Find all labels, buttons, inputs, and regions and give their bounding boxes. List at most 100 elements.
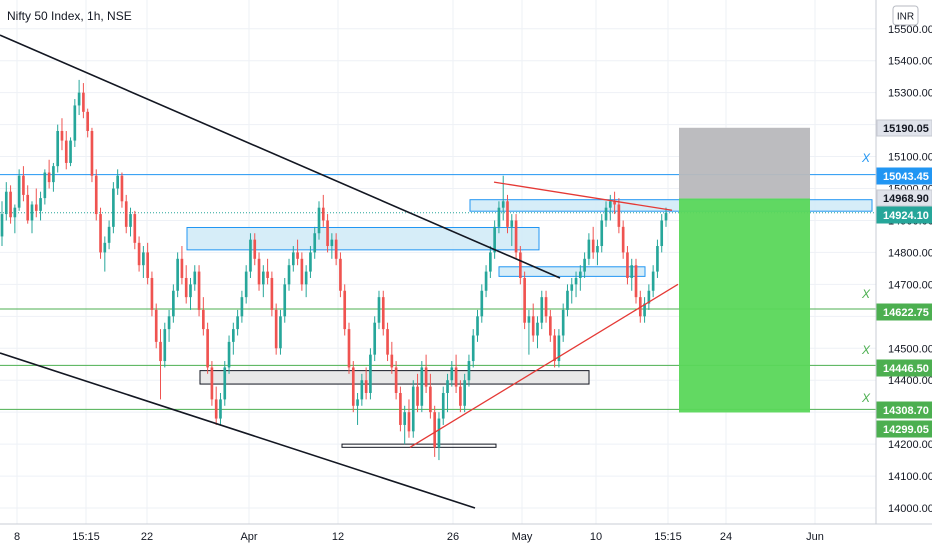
candle-body-130 xyxy=(557,335,561,362)
candle-93 xyxy=(399,386,402,432)
candle-0 xyxy=(0,201,4,247)
candle-body-62 xyxy=(266,271,269,278)
candle-86 xyxy=(369,348,372,400)
candle-body-76 xyxy=(326,220,329,247)
candle-152 xyxy=(651,265,655,298)
candle-67 xyxy=(287,258,291,291)
candle-body-17 xyxy=(73,105,77,141)
candle-body-56 xyxy=(240,297,244,317)
price-tag-bg-2 xyxy=(876,189,932,207)
candle-15 xyxy=(64,131,68,170)
candle-body-145 xyxy=(621,226,625,253)
trendlines[interactable] xyxy=(0,34,679,509)
candle-3 xyxy=(13,204,17,234)
time-tick-8: 15:15 xyxy=(654,531,682,543)
candle-101 xyxy=(433,405,436,457)
price-tag-3: 14924.10 xyxy=(876,206,932,224)
candle-body-87 xyxy=(373,322,377,355)
price-tag-bg-0 xyxy=(876,119,932,137)
candle-body-139 xyxy=(596,246,599,253)
candle-75 xyxy=(321,194,325,227)
candle-112 xyxy=(480,284,484,323)
candle-body-50 xyxy=(214,399,218,419)
candle-39 xyxy=(167,309,171,342)
zone-3 xyxy=(199,370,590,385)
candle-body-52 xyxy=(223,367,227,400)
candle-body-45 xyxy=(193,271,197,285)
candle-115 xyxy=(493,220,496,259)
candle-body-131 xyxy=(561,309,565,336)
candle-134 xyxy=(574,271,578,298)
price-tag-1: 15043.45 xyxy=(876,167,932,185)
candle-62 xyxy=(266,258,269,285)
price-tag-label-0: 15190.05 xyxy=(883,123,929,135)
candle-109 xyxy=(467,354,471,387)
candle-body-19 xyxy=(82,92,85,112)
candle-37 xyxy=(159,329,162,400)
candle-138 xyxy=(591,226,595,259)
candle-body-72 xyxy=(309,252,312,272)
candle-82 xyxy=(351,361,355,413)
candle-122 xyxy=(523,271,526,330)
candle-body-27 xyxy=(116,175,119,189)
candle-56 xyxy=(240,290,244,323)
candle-body-30 xyxy=(129,214,132,227)
zone-2 xyxy=(469,199,873,212)
candle-31 xyxy=(133,210,137,250)
candle-body-142 xyxy=(608,201,612,208)
currency-button[interactable]: INR xyxy=(892,5,919,26)
candle-116 xyxy=(497,201,501,234)
candle-140 xyxy=(600,214,604,253)
price-tag-bg-7 xyxy=(876,420,932,438)
candle-22 xyxy=(94,169,98,221)
price-tick-13: 15300.00 xyxy=(888,88,932,100)
time-axis[interactable]: 8 15:15 22 Apr 12 26 May 10 15:15 24 Jun xyxy=(14,531,824,543)
candle-body-85 xyxy=(364,380,368,393)
line-markers: X X X X xyxy=(861,151,871,405)
candle-body-46 xyxy=(197,271,201,310)
grid xyxy=(0,0,876,524)
candle-32 xyxy=(137,236,141,272)
candle-body-34 xyxy=(146,252,149,278)
candle-body-66 xyxy=(283,284,287,317)
candle-123 xyxy=(527,309,531,355)
candle-13 xyxy=(56,124,60,173)
candle-body-8 xyxy=(34,204,38,211)
candle-70 xyxy=(300,252,304,291)
candle-121 xyxy=(519,246,522,285)
candle-144 xyxy=(617,198,621,234)
candle-63 xyxy=(270,271,274,317)
candle-38 xyxy=(163,322,167,368)
candle-body-118 xyxy=(506,201,509,227)
candle-body-0 xyxy=(0,214,4,237)
candle-80 xyxy=(343,284,347,336)
price-tag-2: 14968.90 xyxy=(876,189,932,207)
candle-69 xyxy=(296,239,299,266)
price-tick-5: 14500.00 xyxy=(888,343,932,355)
candle-24 xyxy=(103,236,107,272)
candle-body-77 xyxy=(330,239,334,247)
candle-12 xyxy=(52,162,55,192)
candle-body-26 xyxy=(112,188,115,227)
candle-body-53 xyxy=(227,341,231,368)
candle-35 xyxy=(150,271,154,317)
price-axis[interactable]: 14000.0014100.0014200.0014300.0014400.00… xyxy=(888,24,932,515)
candle-body-35 xyxy=(150,277,154,310)
candle-body-5 xyxy=(22,175,25,195)
candle-96 xyxy=(411,380,415,438)
candle-body-135 xyxy=(578,271,582,278)
candle-body-61 xyxy=(261,271,265,285)
candle-body-44 xyxy=(189,284,192,298)
candle-body-106 xyxy=(454,367,458,387)
candle-body-152 xyxy=(651,271,655,291)
price-tag-bg-3 xyxy=(876,206,932,224)
candle-33 xyxy=(142,246,145,278)
candle-body-99 xyxy=(424,367,428,387)
candle-body-81 xyxy=(347,329,351,368)
candle-133 xyxy=(570,277,574,304)
short-position-tool[interactable] xyxy=(679,127,810,413)
candle-1 xyxy=(4,182,8,221)
candle-48 xyxy=(206,322,209,374)
candle-55 xyxy=(236,309,239,336)
